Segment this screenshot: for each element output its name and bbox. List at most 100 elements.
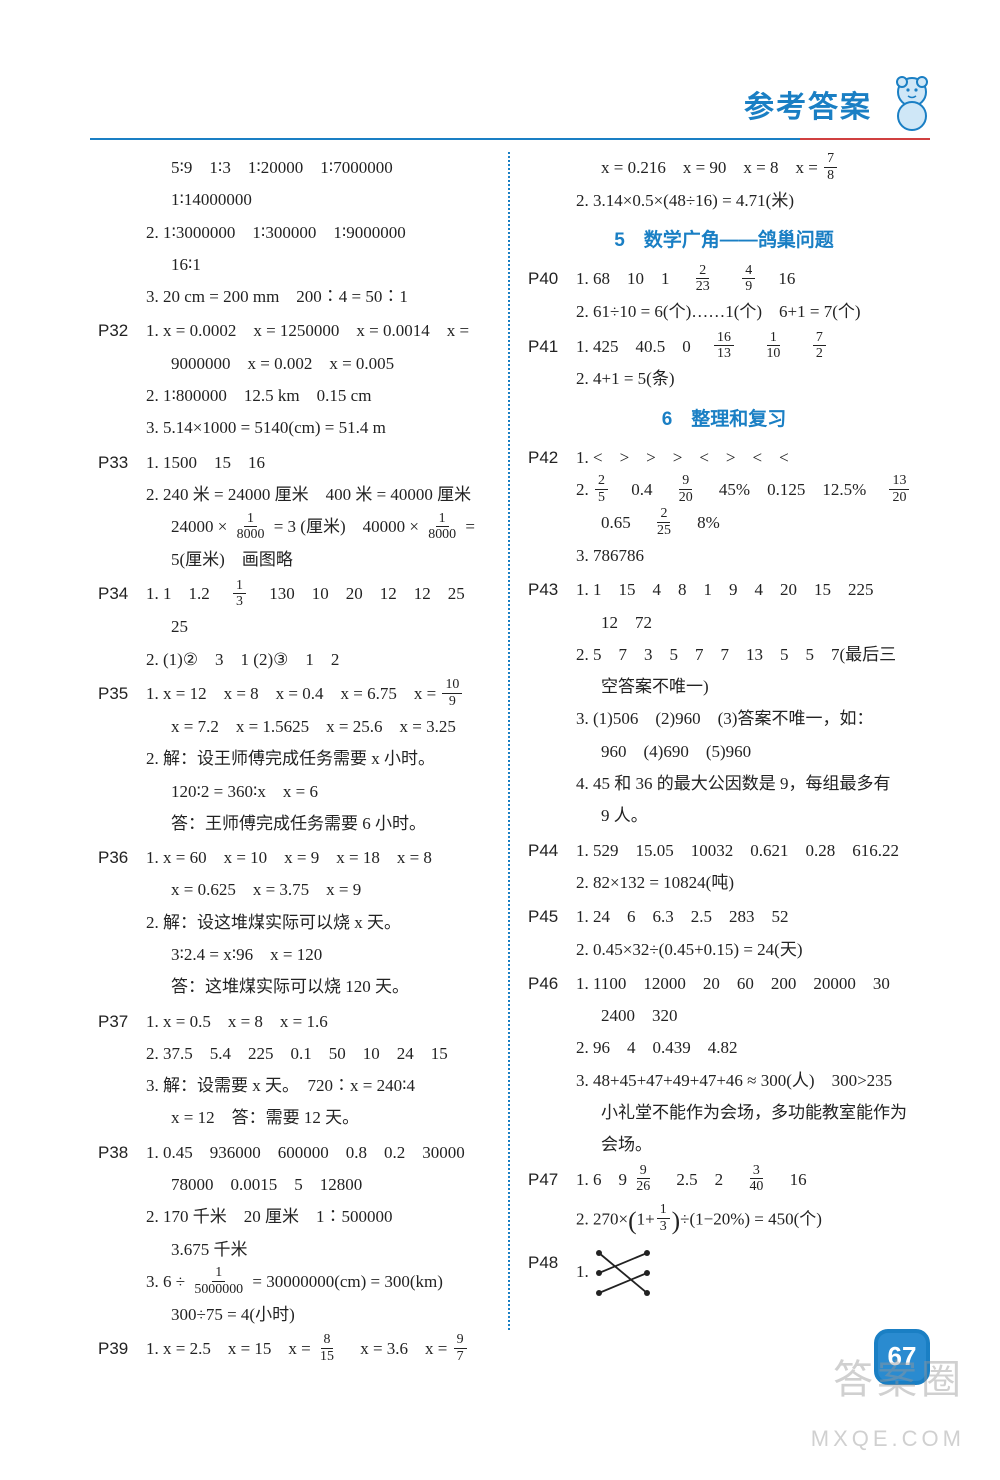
text: 1. < > > > < > < < [576, 442, 920, 474]
fraction: 110 [763, 330, 783, 362]
text: 5(厘米) 画图略 [146, 544, 490, 576]
bear-icon [884, 72, 940, 143]
text: 空答案不唯一) [576, 671, 920, 703]
text: 3. 5.14×1000 = 5140(cm) = 51.4 m [146, 412, 490, 444]
t: 1. x = 2.5 x = 15 x = [146, 1339, 311, 1358]
text: 2. 82×132 = 10824(吨) [576, 867, 920, 899]
page-ref: P46 [528, 968, 576, 1162]
t: x = 3.6 x = [343, 1339, 447, 1358]
t: 0.65 [601, 513, 648, 532]
p47-block: P47 1. 6 9 926 2.5 2 340 16 2. 270×(1+13… [528, 1164, 920, 1245]
fraction: 18000 [234, 511, 268, 543]
t: 130 10 20 12 12 25 [252, 584, 465, 603]
text: 小礼堂不能作为会场，多功能教室能作为 [576, 1097, 920, 1129]
text: 3. 48+45+47+49+47+46 ≈ 300(人) 300>235 [576, 1065, 920, 1097]
page-ref: P37 [98, 1006, 146, 1135]
p45-block: P45 1. 24 6 6.3 2.5 283 52 2. 0.45×32÷(0… [528, 901, 920, 966]
text: 1. 529 15.05 10032 0.621 0.28 616.22 [576, 835, 920, 867]
header-title: 参考答案 [744, 79, 872, 136]
page-ref: P48 [528, 1247, 576, 1299]
text: 9000000 x = 0.002 x = 0.005 [146, 348, 490, 380]
p40-block: P40 1. 68 10 1 223 49 16 2. 61÷10 = 6(个)… [528, 263, 920, 328]
text: 2. 1∶3000000 1∶300000 1∶9000000 [146, 217, 490, 249]
text: 24000 × 18000 = 3 (厘米) 40000 × 18000 = [146, 511, 490, 544]
text: 300÷75 = 4(小时) [146, 1299, 490, 1331]
header-rule [90, 138, 930, 140]
watermark-line2: MXQE.COM [811, 1418, 965, 1460]
text: 3. 786786 [576, 540, 920, 572]
t: 1. 1 1.2 [146, 584, 227, 603]
t: 24000 × [171, 517, 227, 536]
t [719, 269, 736, 288]
t: 1. 425 40.5 0 [576, 337, 708, 356]
text: 1∶14000000 [146, 184, 490, 216]
text: 1. 1500 15 16 [146, 447, 490, 479]
fraction: 926 [633, 1163, 653, 1195]
text: 2. 5 7 3 5 7 7 13 5 5 7(最后三 [576, 639, 920, 671]
fraction: 72 [813, 330, 826, 362]
text: 2400 320 [576, 1000, 920, 1032]
text: 1. [576, 1247, 920, 1299]
text: 78000 0.0015 5 12800 [146, 1169, 490, 1201]
t: ÷(1−20%) = 450(个) [680, 1209, 822, 1228]
text: 2. 61÷10 = 6(个)……1(个) 6+1 = 7(个) [576, 296, 920, 328]
text: 答：这堆煤实际可以烧 120 天。 [146, 971, 490, 1003]
page-ref: P42 [528, 442, 576, 572]
section-6-title: 6 整理和复习 [528, 402, 920, 438]
t: 45% 0.125 12.5% [702, 480, 883, 499]
text: 1. x = 12 x = 8 x = 0.4 x = 6.75 x = 109 [146, 678, 490, 711]
page-ref: P32 [98, 315, 146, 444]
t: 0.4 [614, 480, 669, 499]
text: 2. 25 0.4 920 45% 0.125 12.5% 1320 [576, 474, 920, 507]
left-column: 5∶9 1∶3 1∶20000 1∶7000000 1∶14000000 2. … [88, 152, 508, 1330]
text: 2. (1)② 3 1 (2)③ 1 2 [146, 644, 490, 676]
fraction: 25 [595, 473, 608, 505]
p32-block: P32 1. x = 0.0002 x = 1250000 x = 0.0014… [98, 315, 490, 444]
text: 1. x = 0.5 x = 8 x = 1.6 [146, 1006, 490, 1038]
t: 1+ [637, 1209, 655, 1228]
fraction: 1613 [714, 330, 734, 362]
text: 2. 170 千米 20 厘米 1∶500000 [146, 1201, 490, 1233]
text: 1. x = 0.0002 x = 1250000 x = 0.0014 x = [146, 315, 490, 347]
t: 1. x = 12 x = 8 x = 0.4 x = 6.75 x = [146, 684, 436, 703]
p35-block: P35 1. x = 12 x = 8 x = 0.4 x = 6.75 x =… [98, 678, 490, 840]
pre-block-r: x = 0.216 x = 90 x = 8 x = 78 2. 3.14×0.… [528, 152, 920, 217]
text: 1. 1100 12000 20 60 200 20000 30 [576, 968, 920, 1000]
text: 会场。 [576, 1129, 920, 1161]
text: 960 (4)690 (5)960 [576, 736, 920, 768]
text: 1. 1 15 4 8 1 9 4 20 15 225 [576, 574, 920, 606]
text: 25 [146, 611, 490, 643]
pre-block: 5∶9 1∶3 1∶20000 1∶7000000 1∶14000000 2. … [98, 152, 490, 313]
text: 2. 1∶800000 12.5 km 0.15 cm [146, 380, 490, 412]
p34-block: P34 1. 1 1.2 13 130 10 20 12 12 25 25 2.… [98, 578, 490, 676]
t [790, 337, 807, 356]
text: 答：王师傅完成任务需要 6 小时。 [146, 808, 490, 840]
t: 3. 6 ÷ [146, 1272, 185, 1291]
fraction: 1320 [889, 473, 909, 505]
page-ref: P41 [528, 331, 576, 396]
p37-block: P37 1. x = 0.5 x = 8 x = 1.6 2. 37.5 5.4… [98, 1006, 490, 1135]
text: 4. 45 和 36 的最大公因数是 9，每组最多有 [576, 768, 920, 800]
fraction: 97 [454, 1332, 467, 1364]
page-header: 参考答案 [744, 72, 940, 143]
page-ref: P47 [528, 1164, 576, 1245]
fraction: 340 [746, 1163, 766, 1195]
cross-match-icon [593, 1247, 653, 1299]
text: 0.65 225 8% [576, 507, 920, 540]
text: 2. 解：设这堆煤实际可以烧 x 天。 [146, 907, 490, 939]
page-ref: P43 [528, 574, 576, 832]
text: 12 72 [576, 607, 920, 639]
fraction: 815 [317, 1332, 337, 1364]
text: x = 12 答：需要 12 天。 [146, 1102, 490, 1134]
t: x = 0.216 x = 90 x = 8 x = [601, 158, 818, 177]
t: 1. 6 9 [576, 1170, 627, 1189]
t: 8% [680, 513, 720, 532]
text: 3. (1)506 (2)960 (3)答案不唯一，如： [576, 703, 920, 735]
t: 16 [773, 1170, 807, 1189]
page-ref: P40 [528, 263, 576, 328]
t: 2.5 2 [659, 1170, 740, 1189]
t: 2. [576, 480, 593, 499]
p42-block: P42 1. < > > > < > < < 2. 25 0.4 920 45%… [528, 442, 920, 572]
text: 1. 1 1.2 13 130 10 20 12 12 25 [146, 578, 490, 611]
page-ref: P35 [98, 678, 146, 840]
